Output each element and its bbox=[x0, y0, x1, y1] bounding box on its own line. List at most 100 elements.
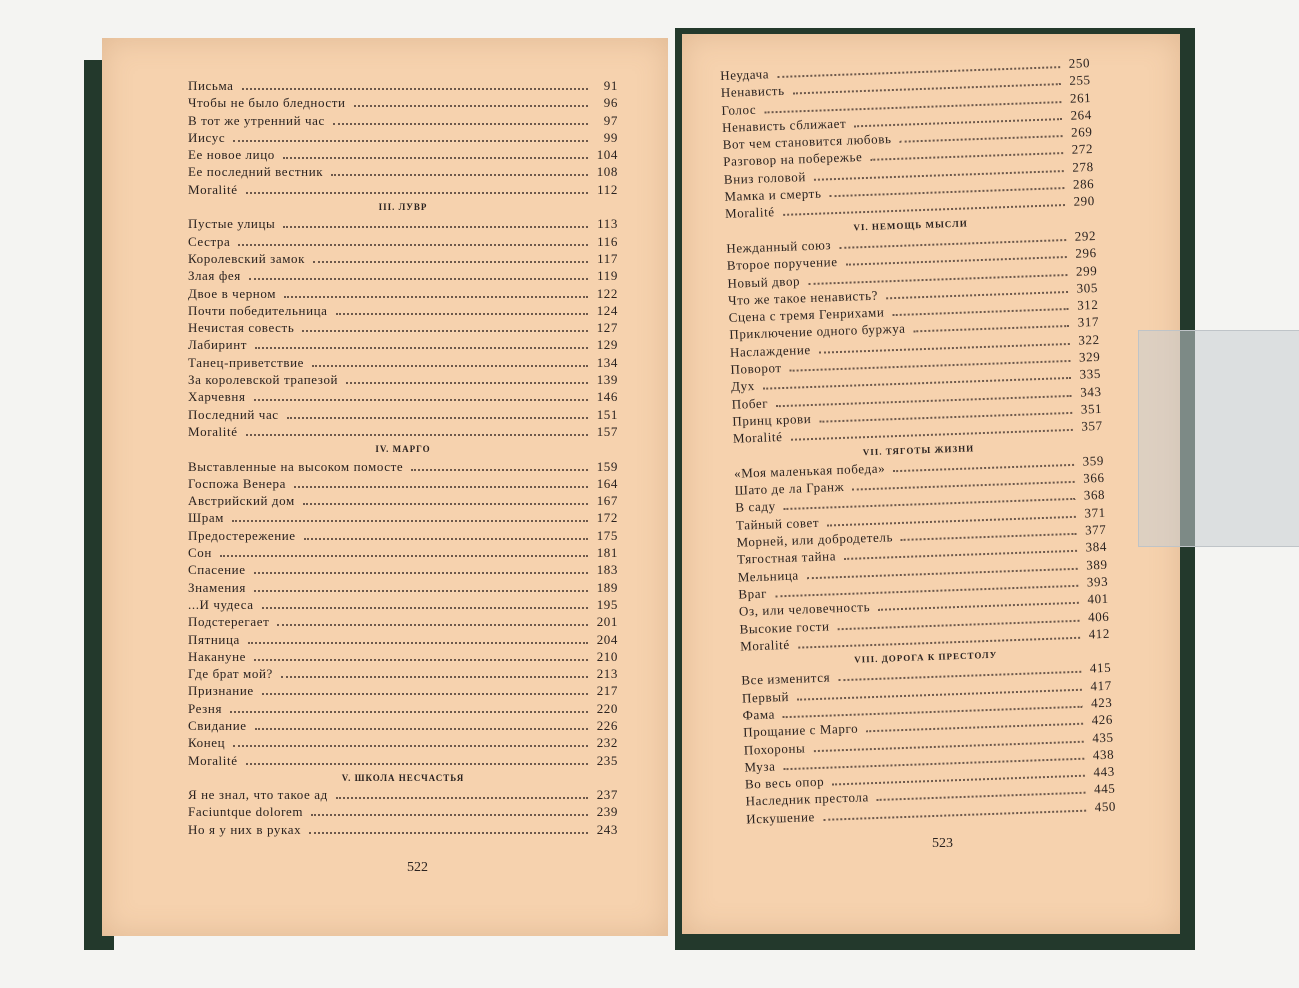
dot-leader bbox=[893, 463, 1075, 473]
entry-page: 164 bbox=[596, 475, 618, 491]
entry-page: 261 bbox=[1069, 89, 1092, 106]
toc-entry: Faciuntque dolorem 239 bbox=[188, 804, 618, 821]
dot-leader bbox=[261, 693, 588, 696]
entry-title: Нежданный союз bbox=[726, 237, 832, 256]
entry-title: Признание bbox=[188, 683, 254, 699]
entry-page: 122 bbox=[596, 285, 618, 301]
dot-leader bbox=[892, 308, 1069, 317]
entry-title: Я не знал, что такое ад bbox=[188, 787, 328, 803]
entry-title: Похороны bbox=[743, 740, 806, 758]
entry-title: Почти победительница bbox=[188, 302, 328, 318]
entry-title: Враг bbox=[738, 585, 768, 602]
entry-title: Дух bbox=[730, 378, 756, 395]
entry-title: Первый bbox=[741, 688, 790, 706]
entry-title: Мельница bbox=[737, 567, 800, 585]
entry-page: 104 bbox=[596, 147, 618, 163]
entry-page: 124 bbox=[596, 302, 618, 318]
entry-page: 278 bbox=[1072, 158, 1094, 175]
toc-entry: Ее новое лицо 104 bbox=[188, 147, 618, 164]
entry-page: 146 bbox=[596, 389, 618, 405]
dot-leader bbox=[245, 191, 588, 194]
toc-entry: Письма 91 bbox=[188, 78, 618, 95]
toc-entry: Ее последний вестник 108 bbox=[188, 164, 618, 181]
toc-entry: Но я у них в руках 243 bbox=[188, 822, 618, 839]
entry-page: 443 bbox=[1093, 763, 1116, 780]
entry-page: 195 bbox=[596, 596, 618, 612]
entry-page: 317 bbox=[1077, 314, 1100, 331]
entry-page: 299 bbox=[1075, 262, 1098, 279]
entry-page: 112 bbox=[597, 181, 618, 197]
toc-entry: Иисус 99 bbox=[188, 130, 618, 147]
entry-title: Где брат мой? bbox=[188, 666, 273, 682]
entry-page: 139 bbox=[596, 372, 618, 388]
toc-entry: Нечистая совесть 127 bbox=[188, 320, 618, 337]
entry-page: 335 bbox=[1079, 366, 1102, 382]
entry-title: Moralité bbox=[739, 636, 790, 654]
plastic-clip bbox=[1138, 330, 1299, 547]
entry-title: Все изменится bbox=[741, 669, 831, 689]
entry-page: 189 bbox=[596, 579, 618, 595]
entry-page: 296 bbox=[1075, 245, 1097, 261]
toc-entry: В тот же утренний час 97 bbox=[188, 113, 618, 130]
dot-leader bbox=[253, 399, 588, 402]
entry-page: 250 bbox=[1068, 55, 1091, 71]
entry-title: Свидание bbox=[188, 717, 247, 733]
entry-title: Побег bbox=[731, 395, 769, 412]
entry-page: 412 bbox=[1088, 625, 1111, 642]
entry-page: 417 bbox=[1090, 677, 1113, 694]
entry-page: 134 bbox=[596, 354, 618, 370]
entry-page: 357 bbox=[1081, 418, 1103, 434]
entry-page: 286 bbox=[1072, 176, 1095, 192]
dot-leader bbox=[282, 157, 588, 160]
entry-page: 393 bbox=[1086, 573, 1109, 590]
entry-page: 151 bbox=[596, 406, 618, 422]
entry-page: 220 bbox=[596, 700, 618, 716]
entry-title: Сестра bbox=[188, 233, 231, 249]
entry-title: Тайный совет bbox=[735, 514, 820, 533]
entry-title: Faciuntque dolorem bbox=[188, 804, 304, 820]
entry-title: Ее новое лицо bbox=[188, 147, 275, 163]
dot-leader bbox=[302, 503, 588, 506]
entry-title: Лабиринт bbox=[188, 337, 248, 353]
toc-entry: Спасение 183 bbox=[188, 562, 618, 579]
entry-page: 415 bbox=[1089, 660, 1112, 676]
dot-leader bbox=[346, 382, 588, 385]
entry-page: 201 bbox=[596, 614, 618, 630]
entry-page: 159 bbox=[596, 458, 618, 474]
entry-page: 108 bbox=[596, 164, 618, 180]
entry-page: 119 bbox=[597, 268, 618, 284]
dot-leader bbox=[284, 295, 588, 298]
folio: 523 bbox=[932, 836, 953, 851]
right-page: Неудача 250 Ненависть 255 Голос 261 Ненависть … bbox=[682, 34, 1180, 934]
entry-page: 359 bbox=[1082, 452, 1105, 469]
toc-entry: Злая фея 119 bbox=[188, 268, 618, 285]
entry-page: 438 bbox=[1092, 746, 1115, 763]
entry-title: Нечистая совесть bbox=[188, 320, 295, 336]
entry-title: За королевской трапезой bbox=[188, 372, 339, 388]
toc-column: Письма 91 Чтобы не было бледности 96 В тот ж… bbox=[188, 78, 618, 839]
toc-entry: Признание 217 bbox=[188, 683, 618, 700]
toc-entry: Сон 181 bbox=[188, 545, 618, 562]
toc-entry: Сестра 116 bbox=[188, 234, 618, 251]
entry-title: Фама bbox=[742, 706, 776, 723]
entry-page: 99 bbox=[603, 129, 618, 145]
entry-title: Последний час bbox=[188, 406, 279, 422]
entry-page: 329 bbox=[1078, 348, 1101, 365]
entry-page: 237 bbox=[596, 787, 618, 803]
entry-page: 384 bbox=[1085, 539, 1108, 555]
entry-title: Шрам bbox=[188, 510, 225, 526]
entry-page: 423 bbox=[1090, 694, 1113, 711]
entry-page: 117 bbox=[597, 250, 618, 266]
entry-page: 426 bbox=[1091, 711, 1114, 728]
entry-title: Двое в черном bbox=[188, 285, 277, 301]
entry-title: В саду bbox=[735, 498, 776, 516]
section-heading: III. ЛУВР bbox=[378, 202, 428, 213]
entry-page: 305 bbox=[1076, 279, 1099, 296]
entry-page: 322 bbox=[1078, 331, 1100, 348]
dot-leader bbox=[822, 809, 1087, 821]
entry-title: Сон bbox=[188, 545, 212, 561]
entry-page: 406 bbox=[1087, 608, 1110, 624]
entry-title: Тягостная тайна bbox=[736, 548, 837, 568]
toc-entry: Танец-приветствие 134 bbox=[188, 355, 618, 372]
toc-entry: Я не знал, что такое ад 237 bbox=[188, 787, 618, 804]
